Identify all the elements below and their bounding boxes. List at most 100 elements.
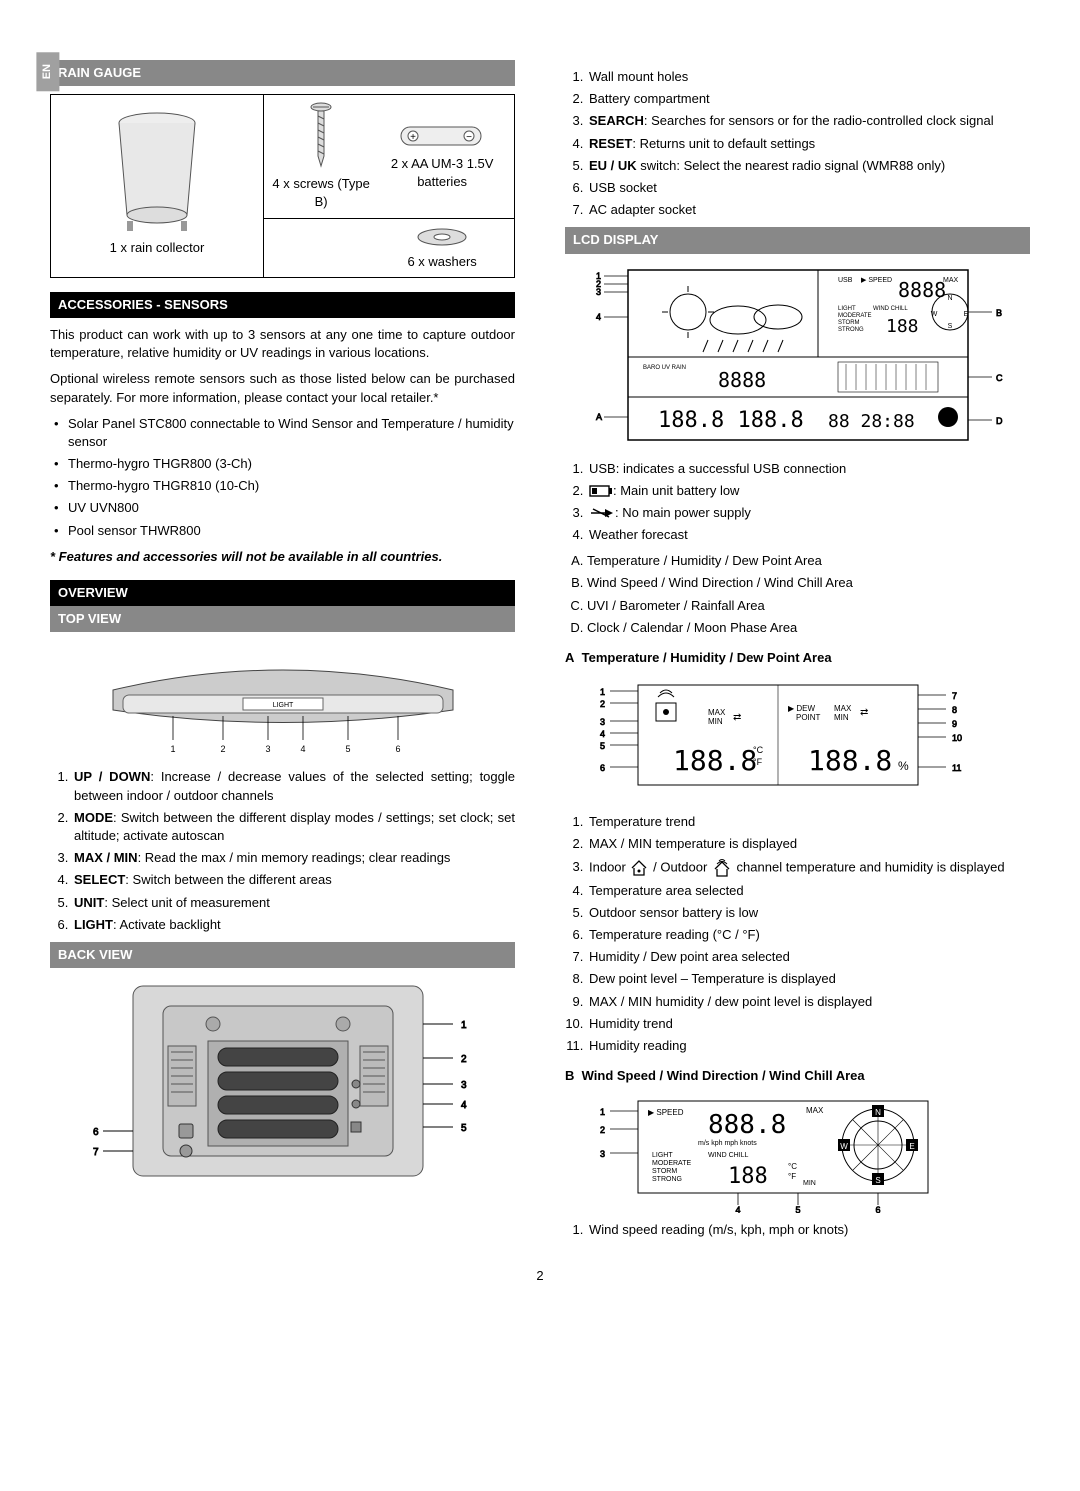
svg-text:2: 2 (220, 744, 225, 754)
lcd-header: LCD DISPLAY (565, 227, 1030, 253)
svg-text:⇄: ⇄ (733, 712, 741, 723)
svg-text:3: 3 (600, 717, 605, 727)
svg-text:WIND CHILL: WIND CHILL (708, 1152, 749, 1159)
svg-text:188.8 188.8: 188.8 188.8 (658, 408, 804, 433)
list-item: UV UVN800 (68, 499, 515, 517)
svg-text:4: 4 (735, 1205, 740, 1213)
list-item: MAX / MIN temperature is displayed (587, 835, 1030, 853)
svg-text:2: 2 (600, 699, 605, 709)
washers-label: 6 x washers (378, 253, 506, 271)
svg-text:USB: USB (838, 277, 853, 284)
list-item: AC adapter socket (587, 201, 1030, 219)
list-item: Weather forecast (587, 526, 1030, 544)
svg-text:%: % (898, 759, 909, 773)
svg-text:88 28:88: 88 28:88 (828, 411, 915, 432)
svg-text:6: 6 (600, 763, 605, 773)
indoor-icon (629, 859, 649, 877)
list-item: Temperature / Humidity / Dew Point Area (587, 552, 1030, 570)
svg-text:MAX: MAX (806, 1106, 824, 1115)
overview-header: OVERVIEW (50, 580, 515, 606)
list-item: : No main power supply (587, 504, 1030, 522)
svg-text:5: 5 (461, 1123, 467, 1134)
list-item: Outdoor sensor battery is low (587, 904, 1030, 922)
svg-text:4: 4 (600, 729, 605, 739)
list-item: Pool sensor THWR800 (68, 522, 515, 540)
area-b-diagram: ▶ SPEED 888.8 MAX m/s kph mph knots LIGH… (588, 1093, 1008, 1213)
lcd-area-list: Temperature / Humidity / Dew Point Area … (565, 552, 1030, 637)
topview-header: TOP VIEW (50, 606, 515, 632)
list-item: : Main unit battery low (587, 482, 1030, 500)
svg-text:LIGHT: LIGHT (838, 306, 856, 312)
svg-text:188.8: 188.8 (673, 744, 757, 777)
svg-text:E: E (909, 1142, 914, 1151)
svg-text:4: 4 (461, 1100, 467, 1111)
svg-text:188.8: 188.8 (808, 744, 892, 777)
svg-text:5: 5 (345, 744, 350, 754)
svg-text:MAX: MAX (943, 277, 959, 284)
rain-gauge-header: RAIN GAUGE (50, 60, 515, 86)
list-item: UVI / Barometer / Rainfall Area (587, 597, 1030, 615)
svg-text:8888: 8888 (718, 368, 766, 392)
list-item: MODE: Switch between the different displ… (72, 809, 515, 845)
batteries-icon: + − (397, 121, 487, 151)
svg-text:E: E (963, 311, 968, 318)
svg-text:6: 6 (395, 744, 400, 754)
washer-icon (412, 225, 472, 249)
battery-low-icon (589, 485, 613, 497)
svg-text:▶ DEW: ▶ DEW (788, 704, 815, 713)
svg-text:10: 10 (952, 733, 962, 743)
svg-text:N: N (875, 1108, 881, 1117)
language-tab: EN (36, 52, 59, 91)
features-note: * Features and accessories will not be a… (50, 548, 515, 566)
svg-text:5: 5 (795, 1205, 800, 1213)
svg-text:+: + (410, 132, 416, 143)
back-view-diagram: 1 2 3 4 5 6 7 (83, 976, 483, 1196)
svg-text:WIND CHILL: WIND CHILL (873, 306, 908, 312)
svg-text:4: 4 (300, 744, 305, 754)
svg-text:BARO UV RAIN: BARO UV RAIN (643, 365, 686, 371)
svg-text:888.8: 888.8 (708, 1110, 786, 1140)
svg-text:N: N (947, 295, 952, 302)
page-number: 2 (50, 1267, 1030, 1285)
accessories-header: ACCESSORIES - SENSORS (50, 292, 515, 318)
list-item: EU / UK switch: Select the nearest radio… (587, 157, 1030, 175)
accessories-p2: Optional wireless remote sensors such as… (50, 370, 515, 406)
svg-text:1: 1 (600, 1107, 605, 1117)
svg-text:STRONG: STRONG (652, 1176, 682, 1183)
top-view-diagram: LIGHT 1 2 3 4 5 6 (93, 640, 473, 760)
svg-text:MAX: MAX (834, 704, 852, 713)
svg-text:7: 7 (952, 691, 957, 701)
svg-text:°C: °C (753, 745, 764, 755)
svg-text:C: C (996, 373, 1003, 383)
list-item: Humidity / Dew point area selected (587, 948, 1030, 966)
svg-text:STORM: STORM (838, 320, 860, 326)
list-item: Temperature trend (587, 813, 1030, 831)
list-item: Wall mount holes (587, 68, 1030, 86)
list-item: MAX / MIN: Read the max / min memory rea… (72, 849, 515, 867)
list-item: Temperature area selected (587, 882, 1030, 900)
svg-text:188: 188 (728, 1164, 768, 1189)
svg-text:3: 3 (265, 744, 270, 754)
list-item: Thermo-hygro THGR810 (10-Ch) (68, 477, 515, 495)
list-item: Wind speed reading (m/s, kph, mph or kno… (587, 1221, 1030, 1239)
svg-text:MODERATE: MODERATE (652, 1160, 691, 1167)
left-column: RAIN GAUGE 1 x rain collector (50, 60, 515, 1247)
svg-text:°F: °F (753, 757, 763, 767)
svg-text:MIN: MIN (834, 713, 849, 722)
area-b-heading: B Wind Speed / Wind Direction / Wind Chi… (565, 1067, 1030, 1085)
list-item: Dew point level – Temperature is display… (587, 970, 1030, 988)
list-item: SELECT: Switch between the different are… (72, 871, 515, 889)
svg-text:MIN: MIN (708, 717, 723, 726)
no-power-icon (589, 507, 615, 519)
topview-list: UP / DOWN: Increase / decrease values of… (50, 768, 515, 934)
svg-text:A: A (596, 412, 602, 422)
svg-text:9: 9 (952, 719, 957, 729)
area-b-list: Wind speed reading (m/s, kph, mph or kno… (565, 1221, 1030, 1239)
svg-text:STORM: STORM (652, 1168, 677, 1175)
svg-text:POINT: POINT (796, 713, 821, 722)
svg-text:D: D (996, 416, 1003, 426)
list-item: USB socket (587, 179, 1030, 197)
svg-text:1: 1 (600, 687, 605, 697)
svg-text:8: 8 (952, 705, 957, 715)
lcd-numlist: USB: indicates a successful USB connecti… (565, 460, 1030, 545)
